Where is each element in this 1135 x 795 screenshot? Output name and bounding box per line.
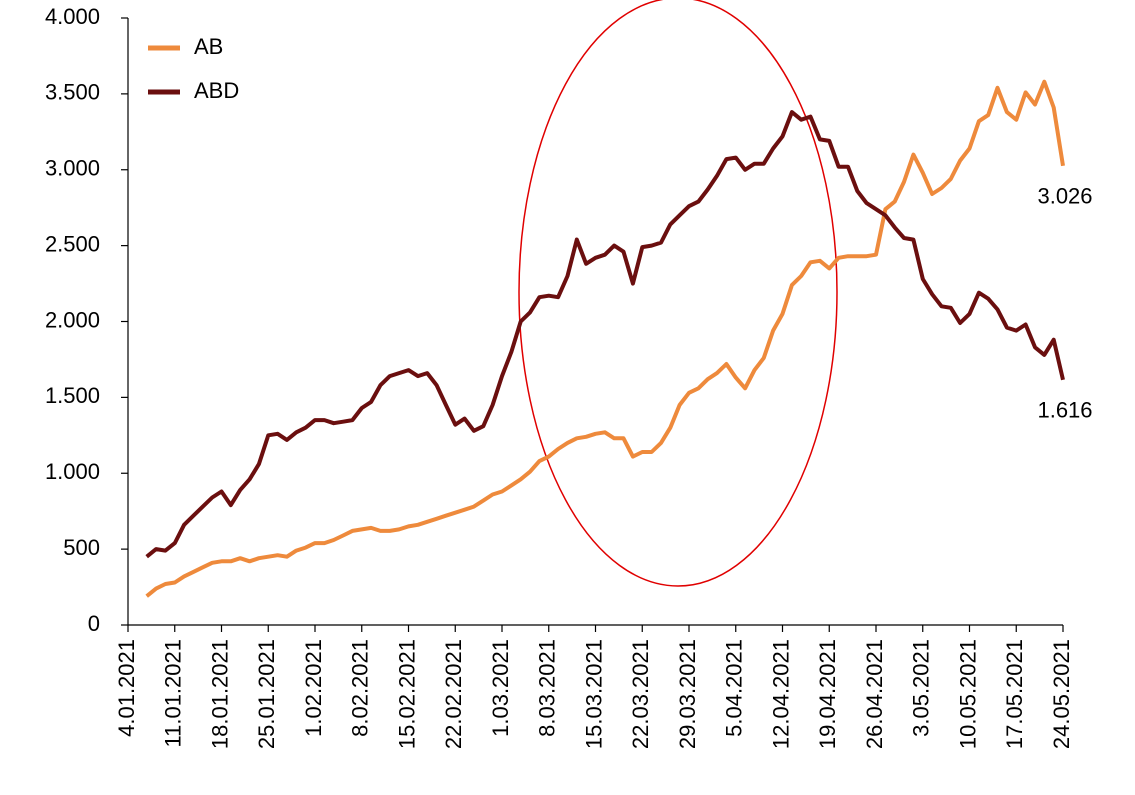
y-tick-label: 2.500 — [45, 231, 100, 256]
x-tick-label: 8.02.2021 — [348, 639, 373, 737]
data-label: 1.616 — [1037, 398, 1092, 423]
x-tick-label: 5.04.2021 — [722, 639, 747, 737]
x-tick-label: 1.02.2021 — [301, 639, 326, 737]
x-tick-label: 8.03.2021 — [535, 639, 560, 737]
x-tick-label: 4.01.2021 — [114, 639, 139, 737]
x-tick-label: 17.05.2021 — [1002, 639, 1027, 749]
x-tick-label: 1.03.2021 — [488, 639, 513, 737]
y-tick-label: 2.000 — [45, 307, 100, 332]
legend-label: AB — [194, 34, 223, 59]
y-tick-label: 3.500 — [45, 80, 100, 105]
x-tick-label: 10.05.2021 — [955, 639, 980, 749]
y-tick-label: 500 — [63, 535, 100, 560]
highlight-ellipse — [518, 0, 838, 587]
x-tick-label: 12.04.2021 — [768, 639, 793, 749]
y-tick-label: 3.000 — [45, 156, 100, 181]
x-tick-label: 11.01.2021 — [161, 639, 186, 747]
series-line — [145, 110, 1065, 559]
y-tick-label: 4.000 — [45, 4, 100, 29]
x-tick-label: 15.02.2021 — [394, 639, 419, 749]
x-tick-label: 19.04.2021 — [815, 639, 840, 749]
x-tick-label: 29.03.2021 — [675, 639, 700, 749]
x-tick-label: 26.04.2021 — [862, 639, 887, 749]
y-tick-label: 1.000 — [45, 459, 100, 484]
x-tick-label: 15.03.2021 — [581, 639, 606, 749]
x-tick-label: 24.05.2021 — [1049, 639, 1074, 749]
y-tick-label: 0 — [88, 611, 100, 636]
series-line — [145, 79, 1065, 598]
x-tick-label: 22.02.2021 — [441, 639, 466, 749]
legend-label: ABD — [194, 78, 239, 103]
x-tick-label: 22.03.2021 — [628, 639, 653, 749]
x-tick-label: 25.01.2021 — [254, 639, 279, 749]
x-tick-label: 18.01.2021 — [207, 639, 232, 749]
x-tick-label: 3.05.2021 — [909, 639, 934, 737]
y-tick-label: 1.500 — [45, 383, 100, 408]
data-label: 3.026 — [1037, 184, 1092, 209]
